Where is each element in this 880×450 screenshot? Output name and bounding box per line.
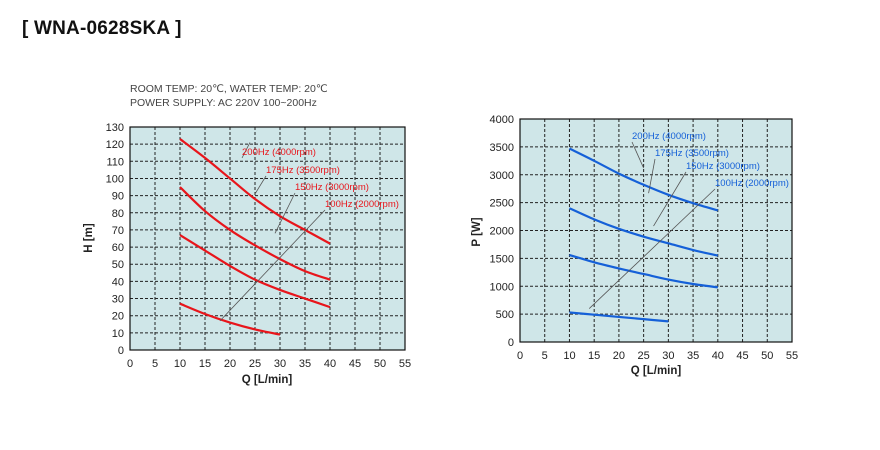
page-title: [ WNA-0628SKA ]	[22, 18, 182, 39]
power-x-tick-label: 45	[736, 350, 748, 362]
head-x-axis-label: Q [L/min]	[242, 374, 293, 386]
power-plot-border	[519, 118, 793, 343]
head-y-tick-label: 20	[112, 311, 124, 323]
power-series-line-0	[568, 147, 719, 212]
head-y-tick-label: 90	[112, 191, 124, 203]
head-y-tick-label: 40	[112, 276, 124, 288]
power-x-tick-label: 30	[662, 350, 674, 362]
head-series-leader-0	[241, 142, 251, 159]
head-x-tick-label: 15	[199, 358, 211, 370]
head-series-label-2: 150Hz (3000rpm)	[295, 182, 369, 193]
head-y-tick-label: 130	[106, 122, 124, 134]
power-series-label-1: 175Hz (3500rpm)	[655, 148, 729, 159]
power-x-tick-label: 40	[712, 350, 724, 362]
power-x-tick-label: 35	[687, 350, 699, 362]
power-x-tick-label: 50	[761, 350, 773, 362]
head-x-tick-label: 30	[274, 358, 286, 370]
power-series-leader-0	[631, 141, 645, 169]
power-x-tick-label: 5	[542, 350, 548, 362]
power-y-tick-label: 3000	[490, 170, 514, 182]
head-plot-border	[129, 126, 406, 351]
power-x-tick-label: 25	[638, 350, 650, 362]
power-x-tick-label: 10	[563, 350, 575, 362]
head-series-line-2	[179, 234, 331, 309]
power-x-tick-label: 15	[588, 350, 600, 362]
head-x-tick-label: 45	[349, 358, 361, 370]
power-series-line-3	[569, 311, 669, 323]
head-y-tick-label: 70	[112, 225, 124, 237]
head-x-tick-label: 50	[374, 358, 386, 370]
head-y-tick-label: 30	[112, 294, 124, 306]
head-x-tick-label: 40	[324, 358, 336, 370]
head-chart: 0 5 10 15 20 25 30 35 40 45 50 55 0 10 20 30 40 50 60 70 80 9…	[83, 122, 411, 386]
condition-temperature: ROOM TEMP: 20℃, WATER TEMP: 20℃	[130, 83, 328, 95]
head-series-line-1	[179, 186, 331, 281]
power-series-leader-2	[653, 171, 687, 227]
head-series-line-3	[179, 302, 281, 336]
power-series-leader-1	[648, 158, 656, 194]
head-series-label-3: 100Hz (2000rpm)	[325, 199, 399, 210]
head-y-tick-label: 10	[112, 328, 124, 340]
power-chart: 0 5 10 15 20 25 30 35 40 45 50 55 0 500 1000 1500 2000 25…	[471, 114, 798, 377]
power-y-axis-label: P [W]	[471, 217, 483, 246]
head-y-tick-label: 0	[118, 345, 124, 357]
condition-power-supply: POWER SUPPLY: AC 220V 100~200Hz	[130, 97, 317, 109]
head-y-tick-label: 50	[112, 259, 124, 271]
power-x-tick-label: 0	[517, 350, 523, 362]
head-series-leader-2	[274, 192, 296, 234]
head-x-tick-label: 25	[249, 358, 261, 370]
power-y-tick-label: 1000	[490, 281, 514, 293]
head-x-tick-label: 20	[224, 358, 236, 370]
power-series-label-2: 150Hz (3000rpm)	[686, 161, 760, 172]
power-y-tick-label: 500	[496, 309, 514, 321]
head-series-label-0: 200Hz (4000rpm)	[242, 147, 316, 158]
power-y-tick-label: 3500	[490, 142, 514, 154]
power-x-tick-label: 20	[613, 350, 625, 362]
power-series-label-0: 200Hz (4000rpm)	[632, 131, 706, 142]
power-y-tick-label: 0	[508, 337, 514, 349]
power-y-tick-label: 4000	[490, 114, 514, 126]
head-plot-area	[130, 127, 405, 350]
head-series-label-1: 175Hz (3500rpm)	[266, 165, 340, 176]
power-y-tick-label: 1500	[490, 253, 514, 265]
power-series-label-3: 100Hz (2000rpm)	[715, 178, 789, 189]
head-x-tick-label: 0	[127, 358, 133, 370]
power-series-leader-3	[588, 188, 716, 309]
head-x-tick-label: 55	[399, 358, 411, 370]
head-y-tick-label: 110	[106, 156, 124, 168]
head-y-axis-label: H [m]	[83, 223, 95, 253]
power-x-tick-label: 55	[786, 350, 798, 362]
head-y-tick-label: 60	[112, 242, 124, 254]
head-y-tick-label: 120	[106, 139, 124, 151]
head-y-tick-label: 80	[112, 208, 124, 220]
power-series-line-1	[569, 207, 719, 257]
test-conditions: ROOM TEMP: 20℃, WATER TEMP: 20℃ POWER SU…	[130, 82, 328, 110]
head-series-leader-1	[254, 175, 267, 195]
head-series-leader-3	[219, 209, 326, 322]
power-y-tick-label: 2000	[490, 226, 514, 238]
power-series-line-2	[569, 253, 718, 289]
head-x-tick-label: 5	[152, 358, 158, 370]
head-series-line-0	[179, 138, 331, 245]
head-x-tick-label: 35	[299, 358, 311, 370]
head-x-tick-label: 10	[174, 358, 186, 370]
head-y-tick-label: 100	[106, 173, 124, 185]
power-x-axis-label: Q [L/min]	[631, 365, 682, 377]
power-y-tick-label: 2500	[490, 198, 514, 210]
